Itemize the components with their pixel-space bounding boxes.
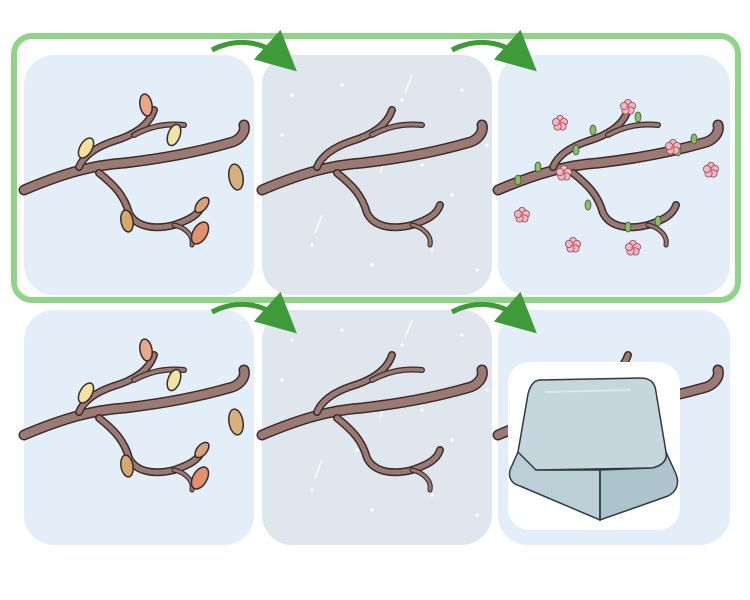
panel-autumn-icon: [24, 310, 254, 545]
ice-block-icon: [508, 377, 679, 522]
panel-spring-icon: [498, 55, 730, 295]
arrow-icon: [210, 29, 297, 72]
panel-winter-icon: [262, 55, 492, 295]
panel-autumn-icon: [24, 55, 254, 295]
highlight-frame: [11, 33, 741, 303]
arrow-icon: [450, 291, 537, 334]
row-1: [11, 29, 741, 303]
arrow-icon: [450, 29, 537, 72]
panel-winter-icon: [262, 310, 492, 545]
row-2: [24, 291, 730, 545]
arrow-icon: [210, 291, 297, 334]
panel-covered-icon: [498, 310, 730, 545]
